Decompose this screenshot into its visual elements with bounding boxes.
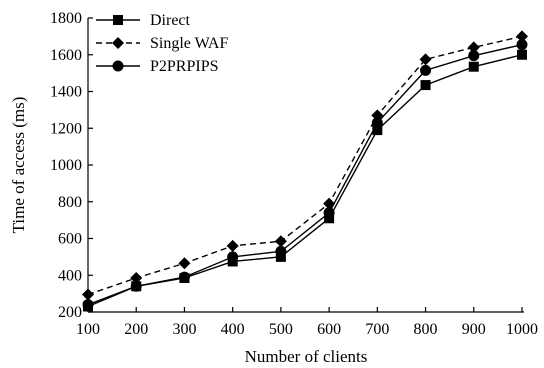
data-point-p2prpips: [468, 50, 480, 62]
series-direct: [83, 49, 527, 312]
y-tick-label: 400: [58, 267, 82, 284]
series-line-single-waf: [87, 35, 523, 296]
y-tick-label: 1400: [50, 84, 82, 101]
series-p2prpips: [82, 39, 528, 311]
data-point-single-waf: [467, 41, 480, 54]
data-point-p2prpips: [516, 39, 528, 51]
data-point-p2prpips: [420, 64, 432, 76]
series-line-p2prpips: [87, 43, 523, 306]
data-point-p2prpips: [227, 251, 239, 263]
data-point-single-waf: [130, 272, 143, 285]
x-tick-label: 1000: [506, 321, 538, 338]
data-point-p2prpips: [130, 280, 142, 292]
legend-label: Direct: [150, 12, 191, 29]
data-point-direct: [517, 49, 527, 60]
data-point-direct: [468, 61, 479, 72]
x-tick-label: 700: [365, 321, 389, 338]
x-tick-label: 100: [76, 321, 100, 338]
legend-label: Single WAF: [150, 35, 228, 52]
series-layer: [82, 30, 528, 312]
legend-item-single-waf: Single WAF: [96, 35, 228, 52]
data-point-single-waf: [516, 30, 528, 43]
y-tick-label: 600: [58, 231, 82, 248]
series-single-waf: [82, 30, 528, 301]
x-tick-label: 300: [172, 321, 196, 338]
x-tick-label: 800: [414, 321, 438, 338]
data-point-single-waf: [226, 239, 239, 252]
data-point-p2prpips: [371, 117, 383, 129]
legend-item-direct: Direct: [96, 12, 191, 29]
data-point-single-waf: [178, 257, 191, 270]
y-axis-title: Time of access (ms): [9, 97, 28, 234]
legend: Direct Single WAF P2PRPIPS: [96, 12, 228, 75]
x-tick-label: 500: [269, 321, 293, 338]
data-point-direct: [420, 80, 431, 91]
y-tick-label: 1000: [50, 157, 82, 174]
data-point-p2prpips: [82, 299, 94, 311]
data-point-p2prpips: [275, 245, 287, 257]
y-tick-label: 1200: [50, 120, 82, 137]
legend-item-p2prpips: P2PRPIPS: [96, 58, 219, 75]
data-point-single-waf: [419, 53, 432, 66]
x-axis-title: Number of clients: [245, 347, 368, 366]
y-tick-label: 800: [58, 194, 82, 211]
legend-marker: [113, 15, 123, 25]
y-tick-label: 1800: [50, 10, 82, 27]
data-point-single-waf: [274, 235, 287, 248]
data-point-p2prpips: [323, 207, 335, 219]
data-point-single-waf: [82, 288, 94, 301]
x-tick-label: 200: [124, 321, 148, 338]
legend-marker: [112, 60, 124, 72]
x-tick-label: 400: [221, 321, 245, 338]
data-point-direct: [324, 213, 335, 224]
data-point-direct: [275, 251, 286, 262]
data-point-p2prpips: [178, 271, 190, 283]
series-line-direct: [87, 54, 523, 308]
x-tick-label: 900: [462, 321, 486, 338]
legend-label: P2PRPIPS: [150, 58, 219, 75]
y-tick-label: 200: [58, 304, 82, 321]
x-tick-label: 600: [317, 321, 341, 338]
y-tick-label: 1600: [50, 47, 82, 64]
legend-marker: [112, 37, 124, 49]
data-point-direct: [372, 125, 383, 136]
